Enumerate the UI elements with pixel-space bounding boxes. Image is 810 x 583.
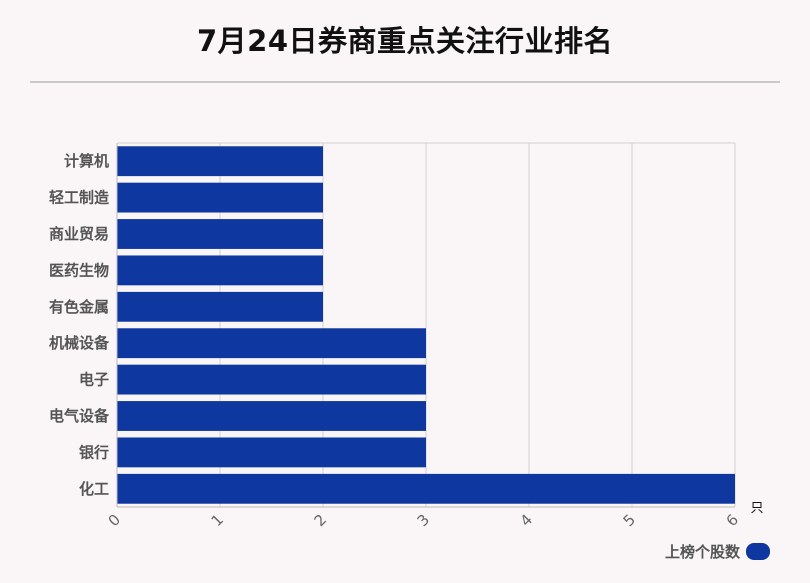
category-label: 机械设备: [49, 334, 110, 352]
axes: [116, 143, 735, 508]
bar-5: [117, 328, 426, 359]
category-label: 轻工制造: [49, 189, 109, 207]
legend-swatch: [746, 543, 770, 560]
category-label: 电气设备: [49, 407, 110, 425]
bar-9: [117, 473, 735, 504]
bar-0: [117, 146, 323, 177]
x-tick-label: 0: [105, 511, 124, 530]
bar-3: [117, 255, 323, 286]
x-tick-label: 5: [620, 511, 639, 530]
category-label: 计算机: [64, 152, 109, 170]
x-tick-label: 2: [311, 511, 330, 530]
bar-2: [117, 219, 323, 249]
category-label: 医药生物: [49, 261, 109, 279]
x-tick-label: 4: [517, 511, 536, 530]
bar-1: [117, 182, 323, 213]
title-divider: [30, 81, 780, 83]
x-tick-labels: 0 1 2 3 4 5 6: [105, 511, 742, 530]
x-tick-label: 6: [723, 511, 742, 530]
category-label: 化工: [79, 480, 109, 498]
bar-4: [117, 291, 323, 322]
bar-6: [117, 364, 426, 395]
bar-7: [117, 401, 426, 431]
legend: 上榜个股数: [665, 541, 770, 562]
x-tick-label: 1: [208, 511, 227, 530]
chart-title: 7月24日券商重点关注行业排名: [196, 24, 614, 58]
x-unit-label: 只: [750, 501, 763, 516]
category-label: 电子: [79, 371, 109, 389]
category-label: 有色金属: [49, 298, 109, 316]
category-label: 商业贸易: [49, 225, 109, 243]
legend-label: 上榜个股数: [664, 543, 740, 561]
category-label: 银行: [79, 443, 109, 461]
bars: [117, 146, 735, 504]
x-tick-label: 3: [414, 511, 433, 530]
bar-8: [117, 437, 426, 468]
